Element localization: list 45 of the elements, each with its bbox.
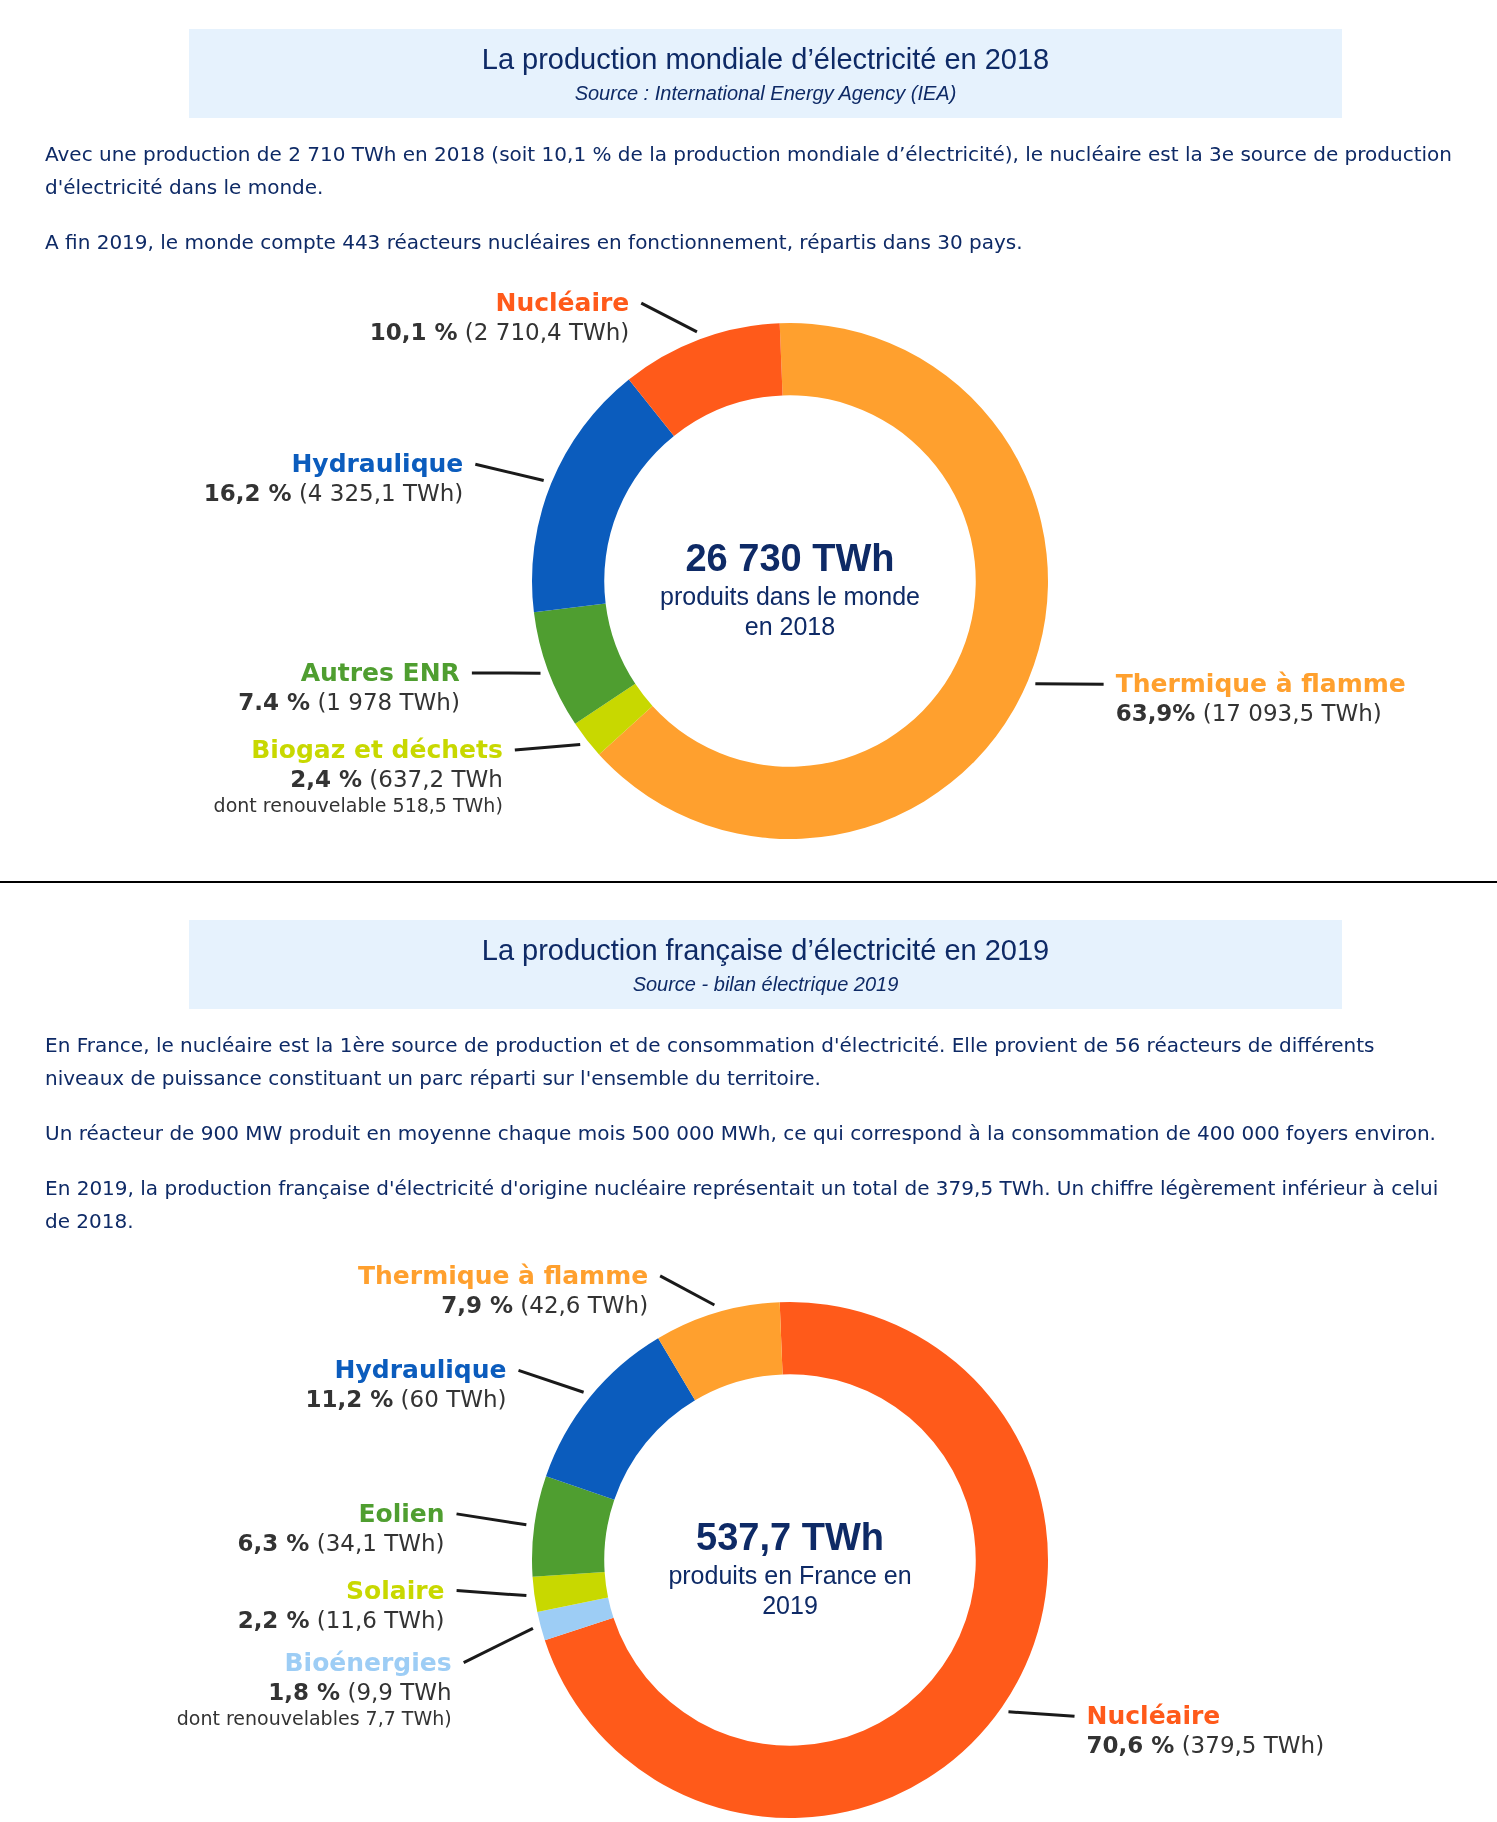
- donut-slice: [533, 603, 636, 724]
- donut-slice: [545, 1338, 696, 1500]
- donut-slice: [537, 1597, 614, 1641]
- text: 26 730 TWh: [685, 537, 895, 579]
- data-label: 2,2 % (11,6 TWh): [237, 1606, 445, 1633]
- text: Avec une production de 2 710 TWh en 2018 (soit 10,1 % de la production mondiale d’électricité), le nucléaire est la 3e source de production d'électricité dans le monde.: [45, 141, 1453, 201]
- donut-slice: [532, 1476, 615, 1577]
- slice-label: Eolien: [358, 1498, 445, 1528]
- chart-title: La production française d’électricité en 2019: [480, 934, 1051, 967]
- data-label: 70,6 % (379,5 TWh): [1086, 1732, 1325, 1759]
- slice-label: Bioénergies: [284, 1647, 452, 1677]
- data-label: 11,2 % (60 TWh): [305, 1386, 507, 1413]
- donut-slice: [628, 323, 783, 436]
- data-label: 6,3 % (34,1 TWh): [237, 1529, 445, 1556]
- donut-slice: [658, 1302, 783, 1401]
- chart-title: La production mondiale d’électricité en 2018: [480, 43, 1051, 76]
- slice-label: Solaire: [346, 1575, 445, 1605]
- slice-label: Thermique à flamme: [1115, 669, 1406, 699]
- text: Un réacteur de 900 MW produit en moyenne chaque mois 500 000 MWh, ce qui correspond à la consommation de 400 000 foyers environ.: [45, 1120, 1437, 1147]
- data-label: 1,8 % (9,9 TWh: [268, 1678, 452, 1705]
- slice-label: Nucléaire: [495, 288, 630, 318]
- text: En France, le nucléaire est la 1ère source de production et de consommation d'électricité. Elle provient de 56 réacteurs de différents niveaux de puissance constituant un parc réparti sur l'ensemble du territoire.: [45, 1032, 1376, 1092]
- slice-label: Thermique à flamme: [358, 1260, 649, 1290]
- data-label: 16,2 % (4 325,1 TWh): [203, 480, 464, 507]
- text: dont renouvelables 7,7 TWh): [176, 1706, 452, 1729]
- data-label: 7.4 % (1 978 TWh): [238, 688, 460, 715]
- text: dont renouvelable 518,5 TWh): [213, 794, 503, 817]
- data-label: 63,9% (17 093,5 TWh): [1115, 700, 1382, 727]
- slice-label: Autres ENR: [300, 657, 460, 687]
- text: produits dans le monde en 2018: [660, 581, 920, 641]
- text: 537,7 TWh: [696, 1516, 884, 1558]
- slice-label: Hydraulique: [334, 1355, 507, 1385]
- text: A fin 2019, le monde compte 443 réacteurs nucléaires en fonctionnement, répartis dans 30 pays.: [45, 229, 1024, 256]
- text: En 2019, la production française d'électricité d'origine nucléaire représentait un total de 379,5 TWh. Un chiffre légèrement inférieur à celui de 2018.: [45, 1175, 1440, 1235]
- slice-label: Biogaz et déchets: [251, 735, 503, 765]
- data-label: 7,9 % (42,6 TWh): [441, 1291, 649, 1318]
- text: produits en France en 2019: [667, 1560, 913, 1620]
- chart-subtitle: Source - bilan électrique 2019: [631, 973, 900, 996]
- slice-label: Nucléaire: [1086, 1701, 1221, 1731]
- chart-subtitle: Source : International Energy Agency (IEA): [573, 82, 958, 105]
- data-label: 10,1 % (2 710,4 TWh): [369, 319, 630, 346]
- slice-label: Hydraulique: [291, 449, 464, 479]
- donut-slice: [575, 683, 653, 755]
- data-label: 2,4 % (637,2 TWh: [290, 766, 503, 793]
- donut-slice: [532, 1572, 609, 1613]
